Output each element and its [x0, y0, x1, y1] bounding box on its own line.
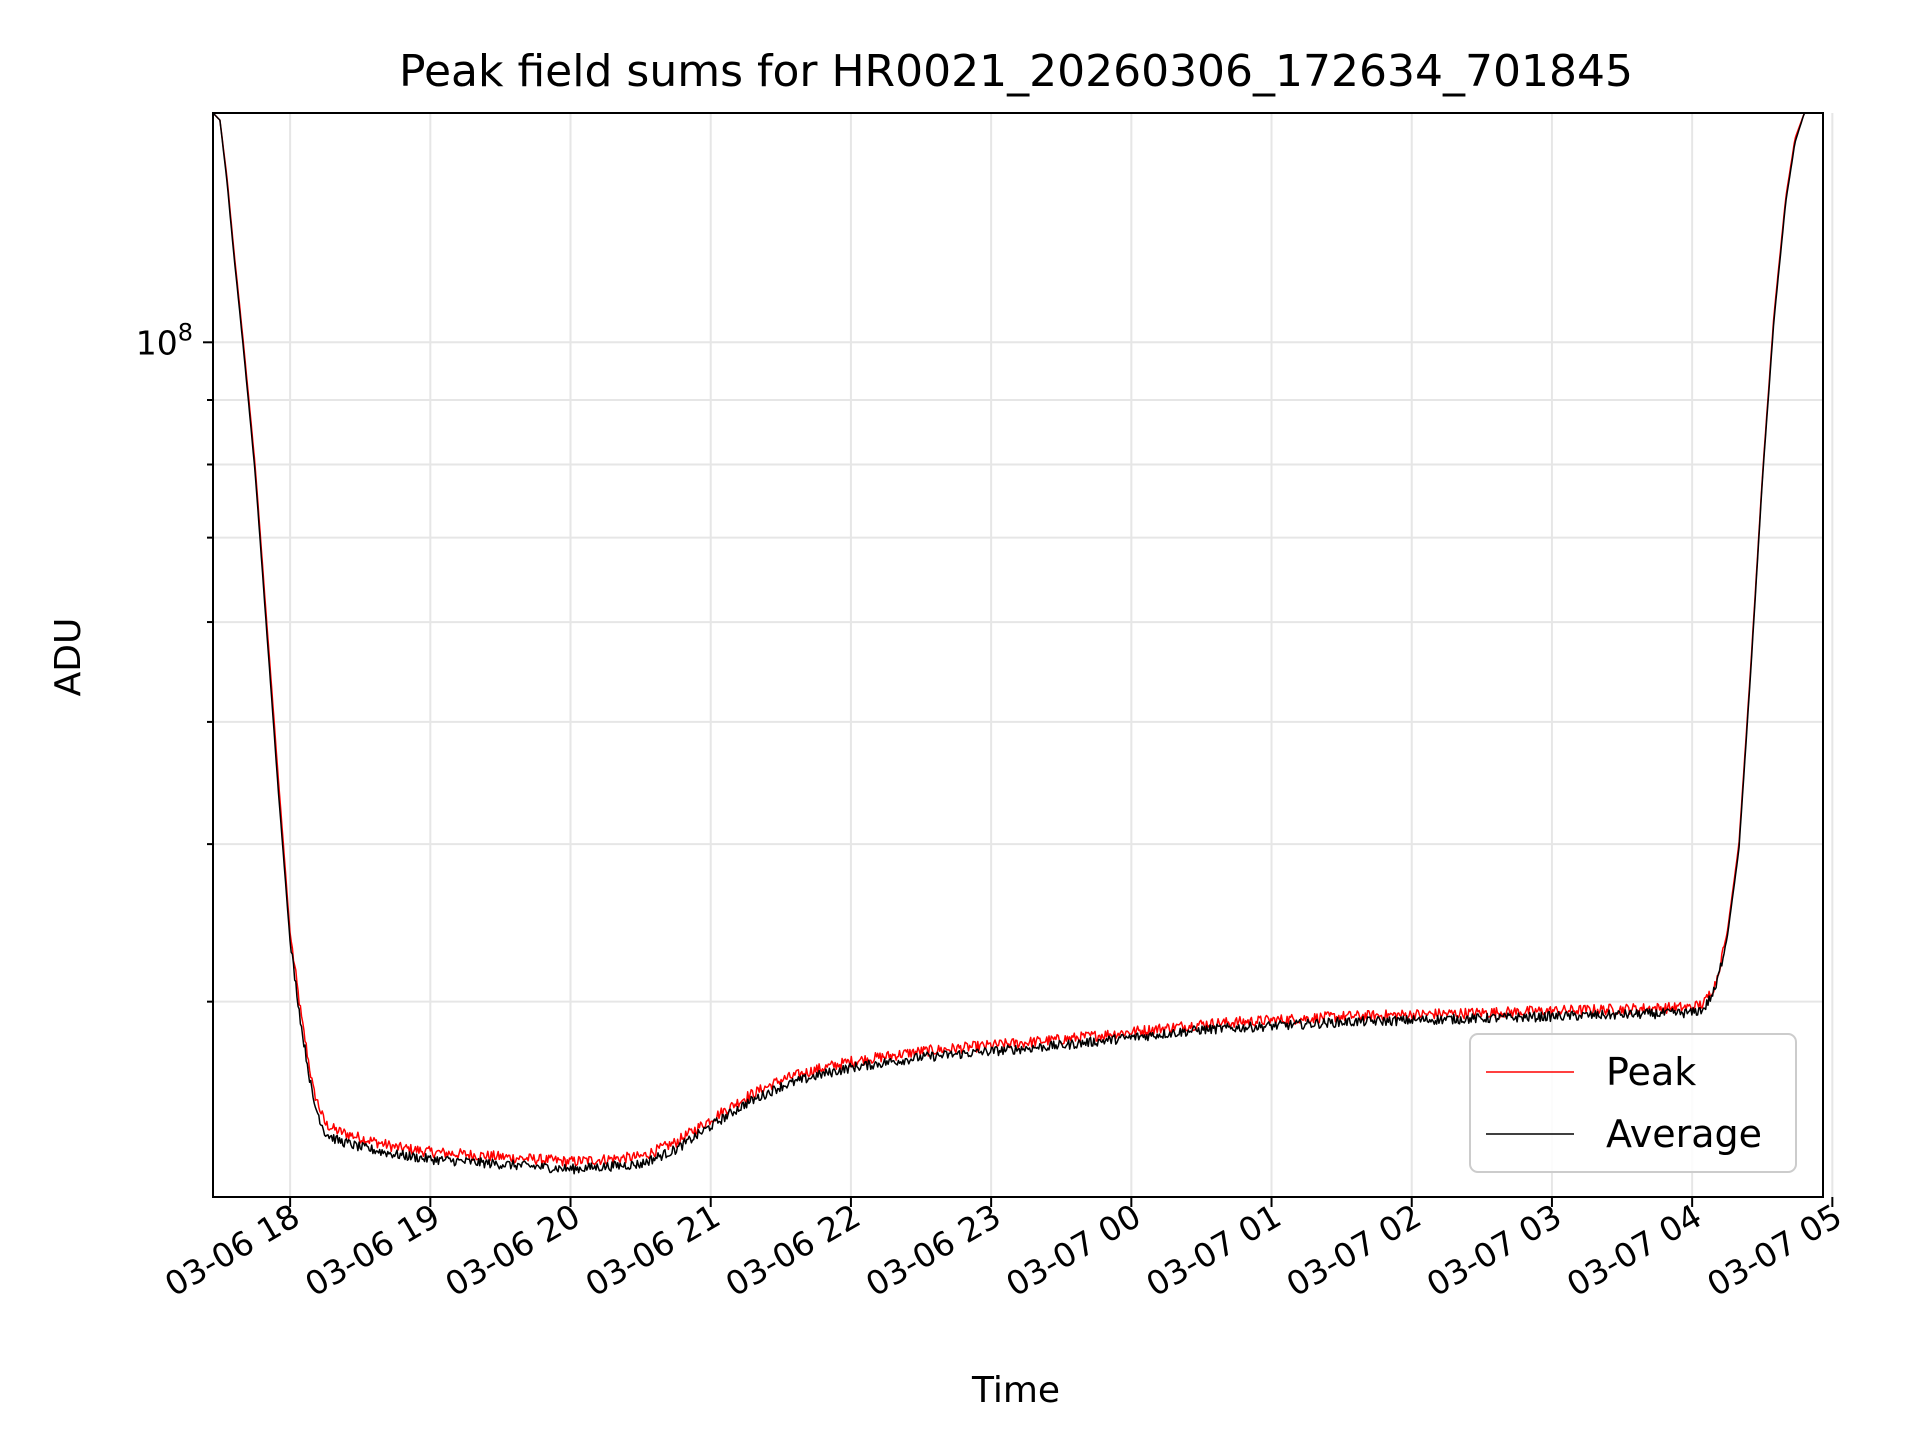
plot-area-frame [212, 112, 1824, 1198]
legend-average-label: Average [1606, 1112, 1762, 1156]
y-axis-label: ADU [48, 618, 89, 697]
x-tick-label: 03-06 21 [579, 1196, 727, 1304]
x-tick-label: 03-06 18 [158, 1196, 306, 1304]
legend-box [1469, 1033, 1797, 1173]
x-tick-label: 03-06 22 [719, 1196, 867, 1304]
x-tick-label: 03-07 01 [1140, 1196, 1288, 1304]
y-axis-ticks: 108 [136, 318, 213, 1003]
legend: Peak Average [1469, 1033, 1797, 1173]
x-tick-label: 03-07 05 [1700, 1196, 1848, 1304]
y-tick-label-exponent: 8 [178, 318, 193, 346]
x-tick-label: 03-07 02 [1280, 1196, 1428, 1304]
x-tick-label: 03-07 04 [1560, 1196, 1708, 1304]
x-axis-label: Time [971, 1370, 1060, 1411]
y-tick-label: 108 [136, 318, 193, 362]
grid [213, 113, 1834, 1197]
x-tick-label: 03-07 03 [1420, 1196, 1568, 1304]
series-line-average [213, 113, 1823, 1175]
chart-title: Peak field sums for HR0021_20260306_1726… [399, 46, 1633, 97]
y-tick-label-base: 10 [136, 323, 178, 362]
x-tick-label: 03-06 20 [439, 1196, 587, 1304]
x-tick-label: 03-06 19 [298, 1196, 446, 1304]
x-tick-label: 03-06 23 [859, 1196, 1007, 1304]
series-layer [213, 113, 1823, 1175]
legend-peak-label: Peak [1606, 1050, 1696, 1094]
series-line-peak [213, 113, 1823, 1168]
x-tick-label: 03-07 00 [999, 1196, 1147, 1304]
